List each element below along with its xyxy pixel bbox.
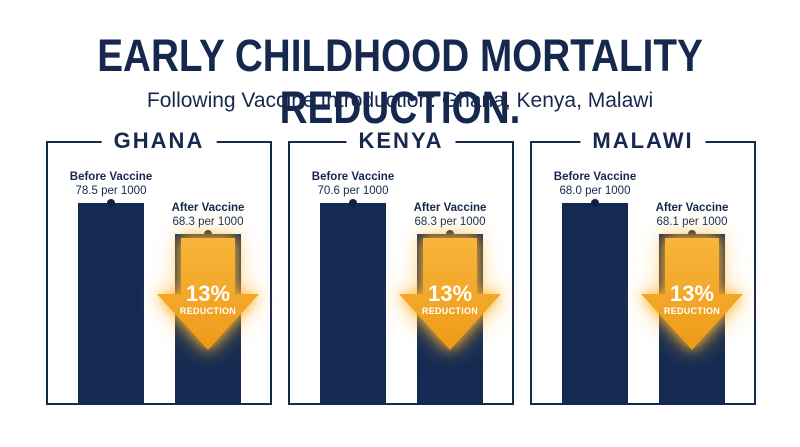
bar-before-vaccine (320, 203, 386, 405)
bar-category-label: After Vaccine (171, 202, 245, 214)
chart-subtitle: Following Vaccine Introduction: Ghana, K… (146, 89, 654, 112)
reduction-label: REDUCTION (179, 306, 237, 316)
down-arrow-icon (641, 238, 743, 350)
bar-top-marker (204, 230, 212, 238)
bar-label-after: After Vaccine 68.3 per 1000 (395, 201, 505, 229)
chart-panel-kenya: KENYA Before Vaccine 70.6 per 1000 After Va… (288, 128, 514, 405)
bar-value-label: 78.5 per 1000 (75, 185, 147, 197)
reduction-percent: 13% (669, 281, 715, 306)
bar-top-marker (446, 230, 454, 238)
bar-category-label: After Vaccine (413, 202, 487, 214)
reduction-arrow: 13% REDUCTION (395, 238, 505, 358)
bar-label-before: Before Vaccine 70.6 per 1000 (298, 170, 408, 198)
bar-before-vaccine (78, 203, 144, 405)
bar-top-marker (591, 199, 599, 207)
bar-label-after: After Vaccine 68.1 per 1000 (637, 201, 747, 229)
bar-value-label: 70.6 per 1000 (317, 185, 389, 197)
reduction-arrow: 13% REDUCTION (153, 238, 263, 358)
bar-category-label: After Vaccine (655, 202, 729, 214)
bar-category-label: Before Vaccine (69, 171, 153, 183)
down-arrow-icon (157, 238, 259, 350)
reduction-label: REDUCTION (421, 306, 479, 316)
down-arrow-icon (399, 238, 501, 350)
bar-top-marker (107, 199, 115, 207)
bar-value-label: 68.1 per 1000 (656, 216, 728, 228)
panel-title: GHANA (101, 128, 217, 154)
reduction-percent: 13% (427, 281, 473, 306)
chart-panel-ghana: GHANA Before Vaccine 78.5 per 1000 After Va… (46, 128, 272, 405)
bar-value-label: 68.3 per 1000 (172, 216, 244, 228)
panel-title: MALAWI (580, 128, 706, 154)
reduction-label: REDUCTION (663, 306, 721, 316)
panel-title: KENYA (346, 128, 456, 154)
bar-label-after: After Vaccine 68.3 per 1000 (153, 201, 263, 229)
bar-top-marker (349, 199, 357, 207)
bar-label-before: Before Vaccine 68.0 per 1000 (540, 170, 650, 198)
bar-category-label: Before Vaccine (311, 171, 395, 183)
bar-value-label: 68.0 per 1000 (559, 185, 631, 197)
chart-title: EARLY CHILDHOOD MORTALITY REDUCTION. (97, 30, 703, 133)
bar-before-vaccine (562, 203, 628, 405)
chart-panel-malawi: MALAWI Before Vaccine 68.0 per 1000 After V… (530, 128, 756, 405)
bar-top-marker (688, 230, 696, 238)
reduction-arrow: 13% REDUCTION (637, 238, 747, 358)
bar-value-label: 68.3 per 1000 (414, 216, 486, 228)
bar-label-before: Before Vaccine 78.5 per 1000 (56, 170, 166, 198)
reduction-percent: 13% (185, 281, 231, 306)
bar-category-label: Before Vaccine (553, 171, 637, 183)
